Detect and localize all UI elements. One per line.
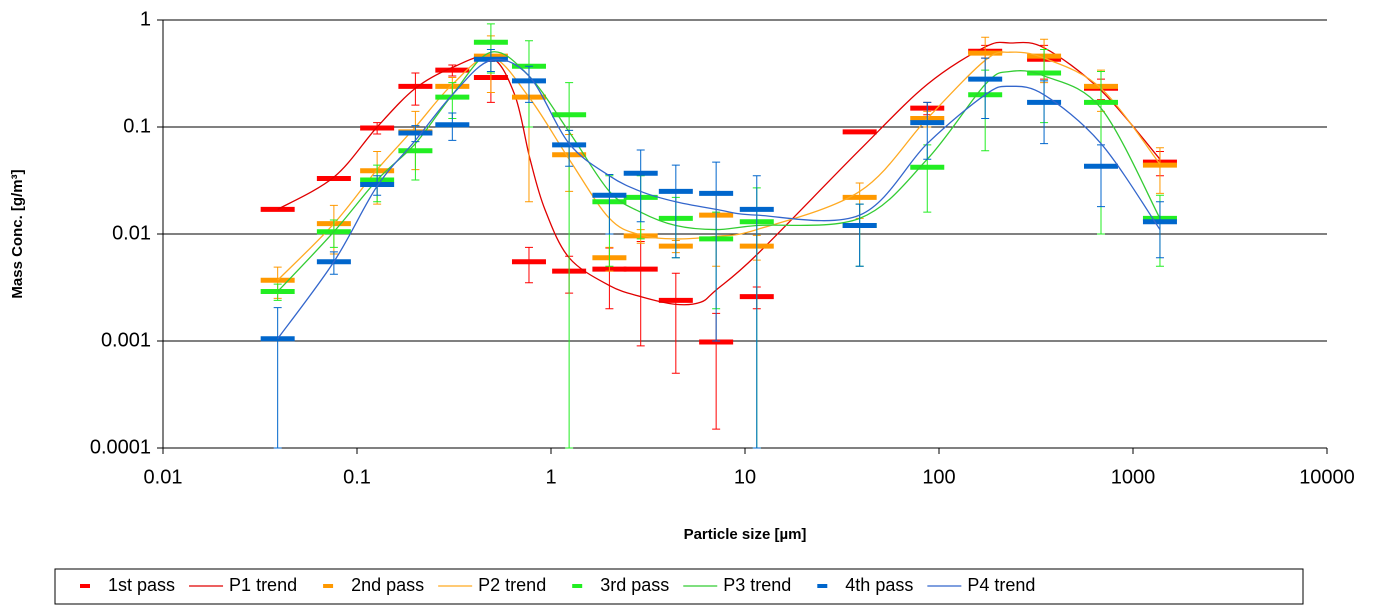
error-bar [923, 101, 932, 160]
y-tick-label: 0.001 [101, 329, 151, 351]
y-tick-label: 1 [140, 8, 151, 30]
trend-line [277, 58, 1161, 340]
error-bar [524, 246, 533, 284]
error-bar [981, 57, 990, 120]
legend-label: 4th pass [845, 575, 913, 595]
error-bar [1155, 201, 1164, 259]
error-bar [524, 65, 533, 103]
x-tick-label: 0.1 [343, 466, 371, 488]
error-bar [273, 307, 282, 449]
legend-label: P3 trend [723, 575, 791, 595]
error-bar [1040, 80, 1049, 145]
legend-label: P1 trend [229, 575, 297, 595]
error-bar [1097, 144, 1105, 208]
legend-label: P2 trend [478, 575, 546, 595]
error-bar [671, 272, 680, 374]
x-tick-label: 10000 [1299, 466, 1355, 488]
error-bar [1155, 147, 1164, 194]
legend-label: 2nd pass [351, 575, 424, 595]
legend-label: 3rd pass [600, 575, 669, 595]
legend-label: 1st pass [108, 575, 175, 595]
error-bar [752, 175, 761, 449]
x-tick-label: 1000 [1111, 466, 1156, 488]
error-bar [636, 241, 645, 347]
trend-line [277, 51, 1161, 292]
y-axis-title: Mass Conc. [g/m³] [9, 169, 26, 298]
x-axis-title: Particle size [µm] [684, 526, 807, 543]
error-bar [712, 161, 721, 342]
x-tick-label: 10 [734, 466, 756, 488]
y-tick-label: 0.0001 [90, 436, 151, 458]
y-tick-label: 0.1 [123, 115, 151, 137]
x-tick-label: 0.01 [144, 466, 183, 488]
trend-line [277, 41, 1161, 306]
trend-line [277, 51, 1161, 281]
error-bar [671, 164, 680, 259]
error-bar [636, 149, 645, 223]
x-tick-label: 100 [922, 466, 955, 488]
error-bar [565, 129, 574, 167]
legend-label: P4 trend [967, 575, 1035, 595]
legend-box [54, 568, 1304, 605]
y-tick-label: 0.01 [112, 222, 151, 244]
x-tick-label: 1 [545, 466, 556, 488]
